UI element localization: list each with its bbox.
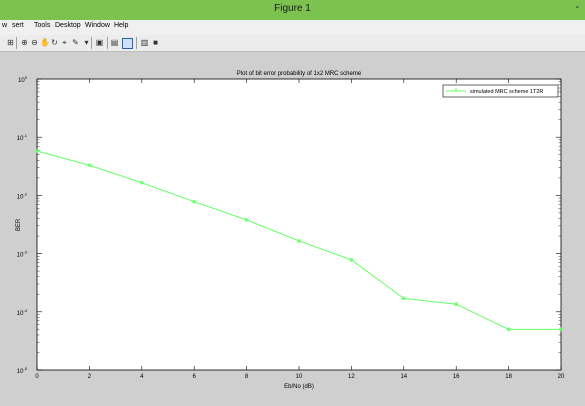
x-tick-label: 12 [348, 374, 355, 380]
data-point-marker [244, 217, 249, 222]
data-point-marker [297, 238, 301, 243]
hide-plot-tools-icon[interactable] [122, 38, 133, 49]
data-point-marker [454, 302, 459, 307]
legend[interactable]: * simulated MRC scheme 1T2R [442, 84, 559, 98]
zoom-out-icon[interactable]: ⊖ [31, 38, 38, 47]
x-tick-label: 14 [400, 374, 407, 380]
legend-marker-sample: * [455, 88, 458, 95]
toolbar-separator [107, 37, 108, 49]
y-tick-label: 100 [18, 75, 28, 84]
window-titlebar: Figure 1 - [0, 0, 585, 20]
y-tick-label: 10-3 [17, 250, 28, 259]
zoom-in-icon[interactable]: ⊕ [21, 38, 28, 47]
rotate-icon[interactable]: ↻ [51, 38, 58, 47]
x-tick-label: 8 [245, 374, 249, 380]
menu-help[interactable]: Help [114, 22, 129, 29]
y-tick-label: 10-1 [17, 133, 28, 142]
data-point-marker [401, 296, 406, 301]
x-tick-label: 18 [505, 374, 512, 380]
legend-entry-label: simulated MRC scheme 1T2R [470, 89, 543, 95]
x-tick-label: 0 [35, 374, 39, 380]
x-axis-label: Eb/No (dB) [284, 384, 314, 390]
minimize-button[interactable]: - [575, 1, 579, 13]
window-title: Figure 1 [274, 3, 311, 14]
brush-icon[interactable]: ✎ [72, 38, 79, 47]
menu-insert[interactable]: sert [12, 22, 24, 29]
data-point-marker [139, 180, 144, 185]
x-tick-label: 4 [140, 374, 144, 380]
menu-window[interactable]: Window [85, 22, 110, 29]
figure-toolbar: ⊞ ⊕ ⊖ ✋ ↻ ⌖ ✎ ▾ ▣ ▤ ▥ ■ [0, 35, 585, 52]
toolbar-separator [91, 37, 92, 49]
data-cursor-icon[interactable]: ⌖ [62, 38, 67, 47]
link-icon[interactable]: ▾ [84, 38, 89, 47]
menu-bar: w sert Tools Desktop Window Help [0, 20, 585, 35]
legend-icon[interactable]: ▤ [110, 38, 119, 47]
menu-tools[interactable]: Tools [34, 22, 51, 29]
x-tick-label: 6 [193, 374, 197, 380]
toolbar-separator [16, 37, 17, 49]
y-tick-label: 10-5 [17, 366, 28, 375]
legend-box [442, 84, 559, 98]
new-figure-icon[interactable]: ⊞ [7, 38, 14, 47]
show-plot-tools-icon[interactable]: ▥ [140, 38, 149, 47]
menu-desktop[interactable]: Desktop [55, 22, 81, 29]
x-tick-label: 20 [558, 374, 565, 380]
data-point-marker [192, 199, 197, 204]
data-point-marker [35, 148, 39, 153]
toolbar-separator [136, 37, 137, 49]
colorbar-icon[interactable]: ▣ [95, 38, 104, 47]
menu-view[interactable]: w [2, 22, 8, 29]
plot-area [36, 78, 562, 371]
data-point-marker [559, 327, 563, 332]
x-tick-label: 2 [88, 374, 92, 380]
chart-title: Plot of bit error probability of 1x2 MRC… [237, 71, 362, 77]
pan-icon[interactable]: ✋ [40, 38, 50, 47]
x-tick-label: 16 [453, 374, 460, 380]
data-point-marker [349, 257, 354, 262]
dock-icon[interactable]: ■ [153, 38, 158, 47]
y-tick-label: 10-4 [17, 308, 28, 317]
data-point-marker [506, 327, 511, 332]
y-tick-label: 10-2 [17, 191, 28, 200]
x-tick-label: 10 [296, 374, 303, 380]
y-axis-label: BER [16, 218, 22, 231]
data-point-marker [87, 163, 92, 168]
